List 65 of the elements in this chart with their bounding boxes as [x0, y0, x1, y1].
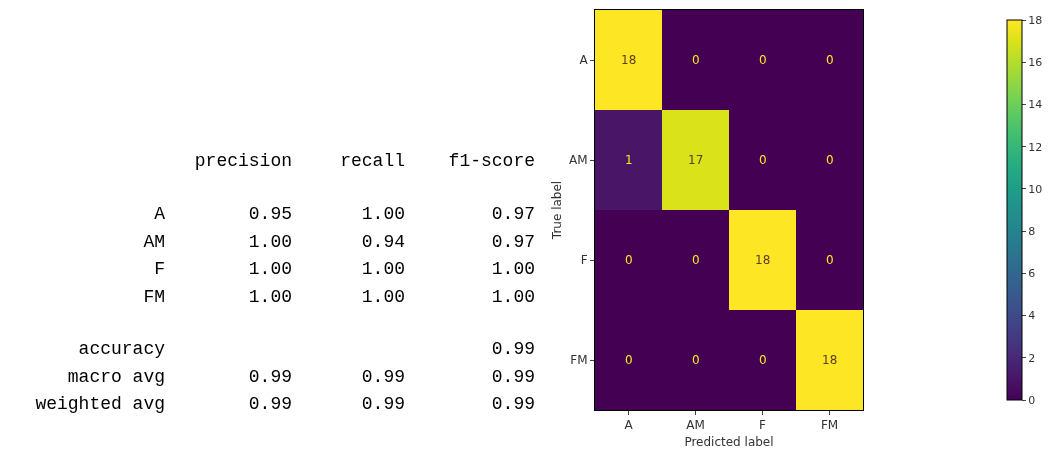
text: 0.94: [361, 231, 405, 252]
data-label: 18: [822, 353, 838, 367]
category-label: FM: [143, 286, 165, 307]
text: 1.00: [361, 204, 405, 224]
category-label: accuracy: [78, 339, 165, 359]
x-tick-label: AM: [686, 418, 705, 433]
text: 0.97: [491, 231, 535, 252]
y-tick-label: A: [579, 53, 589, 68]
y-tick-label: F: [580, 253, 588, 268]
y-tick-label: AM: [569, 153, 588, 168]
text: 1.00: [248, 259, 292, 279]
x-axis-title: Predicted label: [684, 435, 774, 450]
color-bar-label: 18: [1028, 13, 1043, 27]
data-label: 0: [625, 253, 633, 267]
data-label: 17: [688, 153, 704, 167]
text: 1.00: [491, 259, 535, 279]
text: 0.99: [248, 366, 292, 387]
y-axis-title: True label: [550, 180, 565, 241]
color-bar-label: 6: [1028, 267, 1036, 281]
text: 0.99: [361, 366, 405, 387]
category-label: A: [154, 204, 165, 224]
color-bar-label: 4: [1028, 309, 1036, 323]
category-label: AM: [143, 231, 165, 252]
text: 0.97: [491, 204, 535, 224]
category-label: precision: [194, 151, 292, 171]
text: 0.99: [491, 366, 535, 387]
text: 0.95: [248, 204, 292, 224]
color-bar-label: 8: [1028, 224, 1036, 238]
color-bar-label: 14: [1028, 98, 1043, 112]
data-label: 0: [759, 153, 767, 167]
text: 1.00: [361, 259, 405, 279]
category-label: f1-score: [448, 151, 535, 171]
text: 0.99: [491, 394, 535, 414]
data-label: 0: [692, 353, 700, 367]
data-label: 0: [692, 53, 700, 67]
text: 1.00: [248, 286, 292, 307]
data-label: 0: [759, 353, 767, 367]
x-tick-label: A: [624, 418, 634, 433]
data-label: 0: [759, 53, 767, 67]
data-label: 1: [625, 153, 633, 167]
text: 0.99: [491, 339, 535, 359]
color-bar-label: 10: [1028, 182, 1043, 196]
color-bar-label: 12: [1028, 140, 1043, 154]
category-label: recall: [340, 151, 405, 171]
x-tick-label: F: [759, 418, 767, 433]
category-label: macro avg: [67, 366, 165, 387]
data-label: 0: [826, 53, 834, 67]
data-label: 0: [625, 353, 633, 367]
category-label: F: [154, 259, 165, 279]
color-bar-label: 16: [1028, 56, 1043, 70]
y-tick-label: FM: [570, 353, 588, 368]
x-tick-label: FM: [820, 418, 839, 433]
data-label: 18: [755, 253, 771, 267]
text: 0.99: [248, 394, 292, 414]
color-bar-label: 0: [1028, 393, 1036, 407]
text: 0.99: [361, 394, 405, 414]
text: 1.00: [248, 231, 292, 252]
text: 1.00: [361, 286, 405, 307]
data-label: 0: [826, 253, 834, 267]
color-bar-label: 2: [1028, 351, 1036, 365]
data-label: 0: [826, 153, 834, 167]
data-label: 0: [692, 253, 700, 267]
data-label: 18: [621, 53, 637, 67]
category-label: weighted avg: [35, 394, 165, 414]
text: 1.00: [491, 286, 535, 307]
